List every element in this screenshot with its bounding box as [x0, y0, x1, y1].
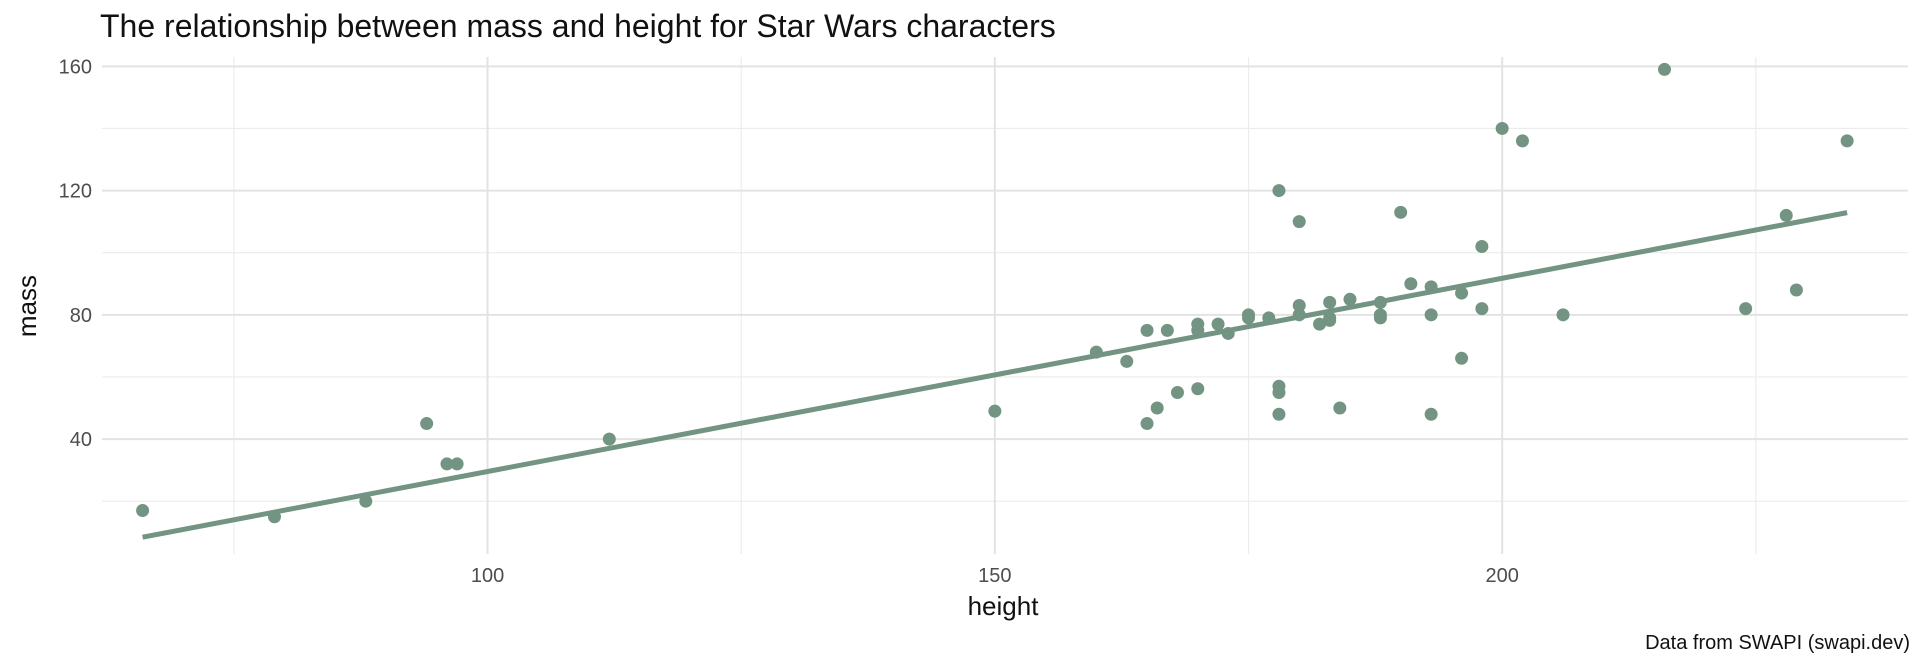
data-point: [1140, 417, 1154, 431]
data-point: [602, 432, 616, 446]
data-point: [1272, 184, 1286, 198]
trend-line-group: [142, 210, 1848, 540]
data-point: [1150, 401, 1164, 415]
data-point: [1424, 308, 1438, 322]
y-tick-label: 120: [59, 181, 92, 203]
data-point: [1272, 407, 1286, 421]
y-axis-title: mass: [12, 275, 42, 337]
y-tick-label: 40: [70, 429, 92, 451]
data-point: [1343, 292, 1357, 306]
data-point: [1789, 283, 1803, 297]
data-point: [1323, 295, 1337, 309]
data-point: [1556, 308, 1570, 322]
data-point: [267, 510, 281, 524]
data-point: [1211, 317, 1225, 331]
data-point: [1373, 311, 1387, 325]
x-axis-title: height: [968, 591, 1040, 621]
data-point: [450, 457, 464, 471]
data-point: [1424, 280, 1438, 294]
data-point: [440, 457, 454, 471]
data-point: [988, 404, 1002, 418]
data-point: [1272, 385, 1286, 399]
data-point: [1170, 385, 1184, 399]
data-point: [1292, 299, 1306, 312]
data-point: [1475, 302, 1489, 316]
x-tick-label: 100: [471, 565, 504, 587]
data-point: [1313, 317, 1327, 331]
x-tick-label: 200: [1485, 565, 1518, 587]
grid-lines: [102, 57, 1908, 554]
data-point: [1262, 311, 1276, 325]
data-point: [1373, 295, 1387, 309]
data-point: [1333, 401, 1347, 415]
data-point: [1475, 239, 1489, 253]
data-point: [1404, 277, 1418, 291]
trend-line: [142, 210, 1848, 540]
data-point: [1739, 302, 1753, 316]
data-point: [1292, 308, 1306, 322]
data-point: [1455, 351, 1469, 365]
data-point: [359, 494, 373, 508]
tick-labels: 100 150 200 40 80 120 160: [59, 56, 1519, 587]
data-point: [1515, 134, 1529, 148]
data-point: [1840, 134, 1854, 148]
data-point: [1120, 354, 1134, 368]
data-point: [1657, 62, 1671, 76]
x-tick-label: 150: [978, 565, 1011, 587]
y-tick-label: 80: [70, 305, 92, 327]
data-point: [1191, 382, 1205, 396]
chart-title: The relationship between mass and height…: [100, 8, 1056, 44]
data-point: [1221, 326, 1235, 340]
y-tick-label: 160: [59, 56, 92, 78]
data-point: [1089, 345, 1103, 359]
data-point: [1424, 407, 1438, 421]
data-point: [1394, 205, 1408, 219]
data-point: [1455, 286, 1469, 300]
data-point: [420, 417, 434, 431]
data-points: [136, 62, 1854, 524]
chart-caption: Data from SWAPI (swapi.dev): [1645, 632, 1910, 654]
data-point: [1779, 208, 1793, 222]
data-point: [1140, 323, 1154, 337]
data-point: [1323, 313, 1337, 327]
data-point: [1495, 121, 1509, 135]
data-point: [136, 504, 150, 518]
data-point: [1160, 323, 1174, 337]
data-point: [1242, 308, 1256, 322]
data-point: [1292, 215, 1306, 229]
data-point: [1191, 323, 1205, 337]
